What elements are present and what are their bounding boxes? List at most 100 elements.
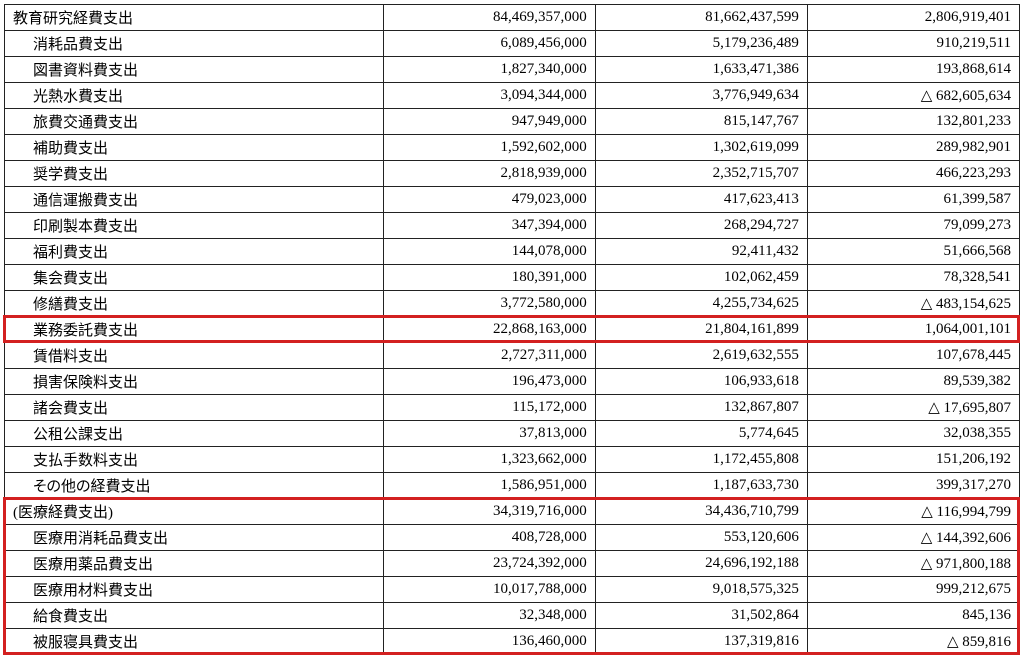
row-value-2: 34,436,710,799 bbox=[595, 499, 807, 525]
table-row: 光熱水費支出3,094,344,0003,776,949,634△ 682,60… bbox=[5, 83, 1020, 109]
row-label: 補助費支出 bbox=[5, 135, 384, 161]
table-row: 印刷製本費支出347,394,000268,294,72779,099,273 bbox=[5, 213, 1020, 239]
row-label: 図書資料費支出 bbox=[5, 57, 384, 83]
table-row: 業務委託費支出22,868,163,00021,804,161,8991,064… bbox=[5, 317, 1020, 343]
row-value-3: 399,317,270 bbox=[807, 473, 1019, 499]
row-value-2: 102,062,459 bbox=[595, 265, 807, 291]
row-value-1: 136,460,000 bbox=[383, 629, 595, 655]
financial-table-wrap: 教育研究経費支出84,469,357,00081,662,437,5992,80… bbox=[4, 4, 1020, 655]
row-value-3: 89,539,382 bbox=[807, 369, 1019, 395]
table-row: 賃借料支出2,727,311,0002,619,632,555107,678,4… bbox=[5, 343, 1020, 369]
negative-triangle: △ bbox=[947, 634, 962, 650]
table-row: (医療経費支出)34,319,716,00034,436,710,799△ 11… bbox=[5, 499, 1020, 525]
row-label: 業務委託費支出 bbox=[5, 317, 384, 343]
table-row: 教育研究経費支出84,469,357,00081,662,437,5992,80… bbox=[5, 5, 1020, 31]
row-value-text: 971,800,188 bbox=[936, 556, 1011, 572]
row-value-3: 78,328,541 bbox=[807, 265, 1019, 291]
row-value-1: 1,827,340,000 bbox=[383, 57, 595, 83]
row-value-1: 196,473,000 bbox=[383, 369, 595, 395]
row-value-1: 1,323,662,000 bbox=[383, 447, 595, 473]
row-value-2: 5,179,236,489 bbox=[595, 31, 807, 57]
row-value-2: 417,623,413 bbox=[595, 187, 807, 213]
row-value-2: 81,662,437,599 bbox=[595, 5, 807, 31]
row-label: 修繕費支出 bbox=[5, 291, 384, 317]
row-value-2: 268,294,727 bbox=[595, 213, 807, 239]
row-label: 被服寝具費支出 bbox=[5, 629, 384, 655]
row-label: 旅費交通費支出 bbox=[5, 109, 384, 135]
row-value-1: 3,772,580,000 bbox=[383, 291, 595, 317]
row-value-2: 132,867,807 bbox=[595, 395, 807, 421]
row-label: 損害保険料支出 bbox=[5, 369, 384, 395]
row-value-1: 10,017,788,000 bbox=[383, 577, 595, 603]
table-row: 消耗品費支出6,089,456,0005,179,236,489910,219,… bbox=[5, 31, 1020, 57]
row-value-text: 144,392,606 bbox=[936, 530, 1011, 546]
row-value-3: △ 17,695,807 bbox=[807, 395, 1019, 421]
row-value-3: △ 859,816 bbox=[807, 629, 1019, 655]
row-value-2: 137,319,816 bbox=[595, 629, 807, 655]
table-row: 医療用薬品費支出23,724,392,00024,696,192,188△ 97… bbox=[5, 551, 1020, 577]
row-value-text: 17,695,807 bbox=[944, 400, 1012, 416]
row-value-2: 2,352,715,707 bbox=[595, 161, 807, 187]
row-value-1: 479,023,000 bbox=[383, 187, 595, 213]
row-label: その他の経費支出 bbox=[5, 473, 384, 499]
row-value-text: 682,605,634 bbox=[936, 88, 1011, 104]
row-label: 印刷製本費支出 bbox=[5, 213, 384, 239]
table-row: 医療用消耗品費支出408,728,000553,120,606△ 144,392… bbox=[5, 525, 1020, 551]
row-value-1: 34,319,716,000 bbox=[383, 499, 595, 525]
row-value-1: 2,818,939,000 bbox=[383, 161, 595, 187]
row-label: 諸会費支出 bbox=[5, 395, 384, 421]
row-value-1: 37,813,000 bbox=[383, 421, 595, 447]
row-value-2: 815,147,767 bbox=[595, 109, 807, 135]
row-value-3: 32,038,355 bbox=[807, 421, 1019, 447]
row-value-1: 84,469,357,000 bbox=[383, 5, 595, 31]
row-value-3: 61,399,587 bbox=[807, 187, 1019, 213]
row-label: 賃借料支出 bbox=[5, 343, 384, 369]
row-label: 通信運搬費支出 bbox=[5, 187, 384, 213]
row-value-2: 1,187,633,730 bbox=[595, 473, 807, 499]
row-label: 消耗品費支出 bbox=[5, 31, 384, 57]
table-row: 公租公課支出37,813,0005,774,64532,038,355 bbox=[5, 421, 1020, 447]
row-value-3: △ 144,392,606 bbox=[807, 525, 1019, 551]
row-value-2: 1,633,471,386 bbox=[595, 57, 807, 83]
row-value-3: 193,868,614 bbox=[807, 57, 1019, 83]
row-value-3: 466,223,293 bbox=[807, 161, 1019, 187]
row-value-text: 483,154,625 bbox=[936, 296, 1011, 312]
negative-triangle: △ bbox=[928, 400, 943, 416]
row-value-2: 553,120,606 bbox=[595, 525, 807, 551]
row-value-3: △ 483,154,625 bbox=[807, 291, 1019, 317]
row-value-2: 1,172,455,808 bbox=[595, 447, 807, 473]
row-value-3: 51,666,568 bbox=[807, 239, 1019, 265]
negative-triangle: △ bbox=[921, 530, 936, 546]
row-value-1: 115,172,000 bbox=[383, 395, 595, 421]
row-value-1: 1,592,602,000 bbox=[383, 135, 595, 161]
row-value-3: △ 682,605,634 bbox=[807, 83, 1019, 109]
row-label: 医療用材料費支出 bbox=[5, 577, 384, 603]
row-label: 福利費支出 bbox=[5, 239, 384, 265]
row-value-3: △ 971,800,188 bbox=[807, 551, 1019, 577]
row-value-1: 2,727,311,000 bbox=[383, 343, 595, 369]
row-value-1: 408,728,000 bbox=[383, 525, 595, 551]
row-label: 公租公課支出 bbox=[5, 421, 384, 447]
row-value-2: 2,619,632,555 bbox=[595, 343, 807, 369]
financial-table: 教育研究経費支出84,469,357,00081,662,437,5992,80… bbox=[4, 4, 1020, 655]
table-row: 福利費支出144,078,00092,411,43251,666,568 bbox=[5, 239, 1020, 265]
row-value-1: 6,089,456,000 bbox=[383, 31, 595, 57]
negative-triangle: △ bbox=[921, 296, 936, 312]
row-value-3: 999,212,675 bbox=[807, 577, 1019, 603]
row-value-3: 107,678,445 bbox=[807, 343, 1019, 369]
table-row: 諸会費支出115,172,000132,867,807△ 17,695,807 bbox=[5, 395, 1020, 421]
table-row: 支払手数料支出1,323,662,0001,172,455,808151,206… bbox=[5, 447, 1020, 473]
row-value-2: 92,411,432 bbox=[595, 239, 807, 265]
row-value-3: 151,206,192 bbox=[807, 447, 1019, 473]
row-value-3: 1,064,001,101 bbox=[807, 317, 1019, 343]
row-label: 医療用消耗品費支出 bbox=[5, 525, 384, 551]
row-value-1: 947,949,000 bbox=[383, 109, 595, 135]
table-body: 教育研究経費支出84,469,357,00081,662,437,5992,80… bbox=[5, 5, 1020, 655]
row-value-3: △ 116,994,799 bbox=[807, 499, 1019, 525]
row-value-2: 21,804,161,899 bbox=[595, 317, 807, 343]
row-value-3: 2,806,919,401 bbox=[807, 5, 1019, 31]
table-row: 旅費交通費支出947,949,000815,147,767132,801,233 bbox=[5, 109, 1020, 135]
row-value-2: 5,774,645 bbox=[595, 421, 807, 447]
row-value-3: 79,099,273 bbox=[807, 213, 1019, 239]
row-value-2: 24,696,192,188 bbox=[595, 551, 807, 577]
